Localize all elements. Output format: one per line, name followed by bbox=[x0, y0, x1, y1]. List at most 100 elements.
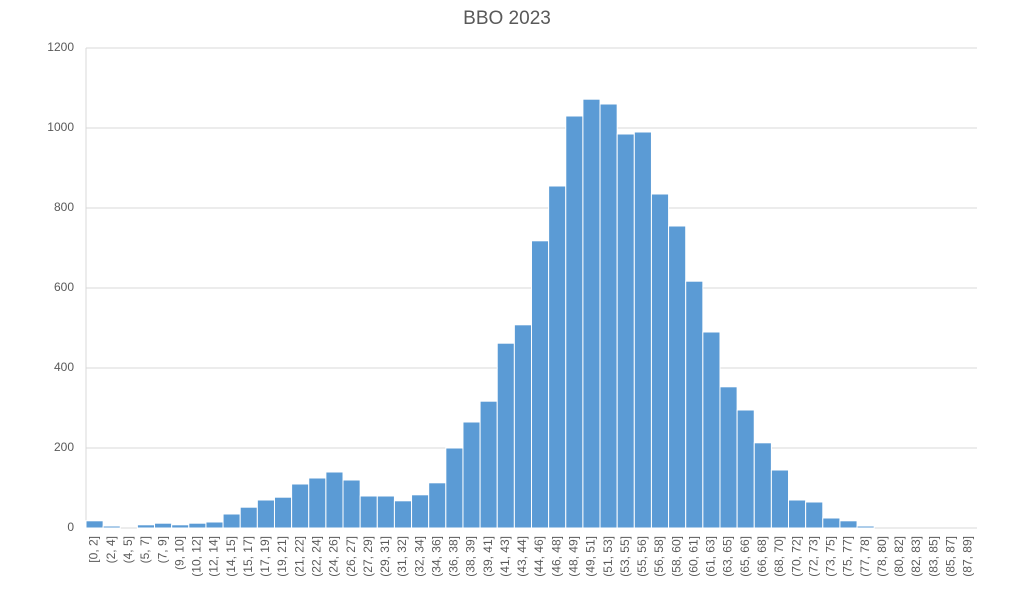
x-tick-label: (48, 49] bbox=[567, 536, 581, 577]
bar bbox=[428, 482, 447, 529]
bar bbox=[565, 115, 584, 529]
x-tick-label: (22, 24] bbox=[309, 536, 323, 577]
x-tick-label: (39, 41] bbox=[481, 536, 495, 577]
bar bbox=[496, 342, 515, 529]
x-tick-label: (56, 58] bbox=[652, 536, 666, 577]
bar bbox=[856, 525, 875, 529]
x-tick-label: (66, 68] bbox=[755, 536, 769, 577]
bar bbox=[736, 409, 755, 529]
x-tick-label: (41, 43] bbox=[498, 536, 512, 577]
bar bbox=[102, 525, 121, 529]
bar bbox=[222, 513, 241, 529]
bar bbox=[171, 524, 190, 529]
bar bbox=[136, 524, 156, 529]
bar bbox=[668, 225, 687, 529]
x-tick-label: (46, 48] bbox=[549, 536, 563, 577]
bar bbox=[393, 500, 413, 529]
x-tick-label: (12, 14] bbox=[207, 536, 221, 577]
x-tick-label: (70, 72] bbox=[789, 536, 803, 577]
x-tick-label: [0, 2] bbox=[87, 536, 101, 563]
bar bbox=[479, 400, 498, 529]
bar bbox=[770, 469, 790, 529]
x-tick-label: (15, 17] bbox=[241, 536, 255, 577]
x-tick-label: (85, 87] bbox=[943, 536, 957, 577]
bar bbox=[822, 517, 841, 529]
bar bbox=[839, 520, 858, 529]
x-tick-label: (24, 26] bbox=[327, 536, 341, 577]
bar bbox=[513, 324, 532, 529]
x-tick-label: (21, 22] bbox=[292, 536, 306, 577]
x-tick-label: (87, 89] bbox=[961, 536, 975, 577]
x-tick-label: (31, 32] bbox=[395, 536, 409, 577]
x-tick-label: (9, 10] bbox=[172, 536, 186, 570]
bar bbox=[85, 520, 104, 529]
bar bbox=[582, 98, 601, 529]
x-tick-label: (58, 60] bbox=[669, 536, 683, 577]
y-tick-label: 600 bbox=[54, 280, 74, 294]
bar bbox=[239, 506, 258, 529]
y-tick-label: 400 bbox=[54, 360, 74, 374]
x-tick-label: (4, 5] bbox=[121, 536, 135, 563]
x-tick-label: (77, 78] bbox=[858, 536, 872, 577]
y-tick-label: 800 bbox=[54, 200, 74, 214]
x-tick-label: (44, 46] bbox=[532, 536, 546, 577]
bar bbox=[308, 477, 327, 529]
x-tick-label: (78, 80] bbox=[875, 536, 889, 577]
x-tick-label: (27, 29] bbox=[361, 536, 375, 577]
bar bbox=[616, 133, 635, 529]
bar bbox=[376, 495, 395, 529]
x-tick-label: (55, 56] bbox=[635, 536, 649, 577]
x-tick-label: (49, 51] bbox=[584, 536, 598, 577]
bar bbox=[719, 386, 738, 529]
x-tick-label: (65, 66] bbox=[738, 536, 752, 577]
x-tick-label: (34, 36] bbox=[429, 536, 443, 577]
x-tick-label: (60, 61] bbox=[686, 536, 700, 577]
bar bbox=[548, 185, 567, 529]
bar bbox=[325, 471, 344, 529]
bar bbox=[599, 103, 618, 529]
x-tick-label: (63, 65] bbox=[721, 536, 735, 577]
bar bbox=[788, 499, 807, 529]
bar bbox=[753, 442, 772, 529]
bar bbox=[291, 483, 310, 529]
bar bbox=[273, 496, 293, 529]
y-tick-label: 0 bbox=[67, 520, 74, 534]
bar bbox=[531, 240, 550, 529]
y-tick-label: 1200 bbox=[47, 40, 74, 54]
x-tick-label: (10, 12] bbox=[190, 536, 204, 577]
y-tick-label: 200 bbox=[54, 440, 74, 454]
x-tick-label: (29, 31] bbox=[378, 536, 392, 577]
bar bbox=[650, 193, 670, 529]
x-tick-label: (17, 19] bbox=[258, 536, 272, 577]
bar bbox=[342, 479, 361, 529]
x-tick-label: (75, 77] bbox=[841, 536, 855, 577]
bar bbox=[359, 495, 378, 529]
x-tick-label: (83, 85] bbox=[926, 536, 940, 577]
y-tick-label: 1000 bbox=[47, 120, 74, 134]
x-tick-label: (72, 73] bbox=[806, 536, 820, 577]
x-tick-label: (36, 38] bbox=[447, 536, 461, 577]
bar bbox=[188, 522, 207, 529]
bar bbox=[445, 447, 464, 529]
x-tick-label: (26, 27] bbox=[344, 536, 358, 577]
x-tick-label: (38, 39] bbox=[464, 536, 478, 577]
chart-title: BBO 2023 bbox=[463, 8, 551, 29]
x-tick-label: (82, 83] bbox=[909, 536, 923, 577]
x-tick-label: (43, 44] bbox=[515, 536, 529, 577]
x-tick-label: (51, 53] bbox=[601, 536, 615, 577]
x-tick-label: (61, 63] bbox=[704, 536, 718, 577]
x-tick-label: (80, 82] bbox=[892, 536, 906, 577]
x-tick-label: (5, 7] bbox=[138, 536, 152, 563]
x-tick-label: (53, 55] bbox=[618, 536, 632, 577]
bar bbox=[633, 131, 652, 529]
x-tick-label: (73, 75] bbox=[824, 536, 838, 577]
bar bbox=[685, 280, 704, 529]
x-tick-label: (68, 70] bbox=[772, 536, 786, 577]
bar bbox=[205, 521, 224, 529]
bar bbox=[462, 421, 481, 529]
bar bbox=[256, 499, 275, 529]
x-tick-label: (14, 15] bbox=[224, 536, 238, 577]
bar bbox=[805, 501, 824, 529]
x-tick-label: (19, 21] bbox=[275, 536, 289, 577]
